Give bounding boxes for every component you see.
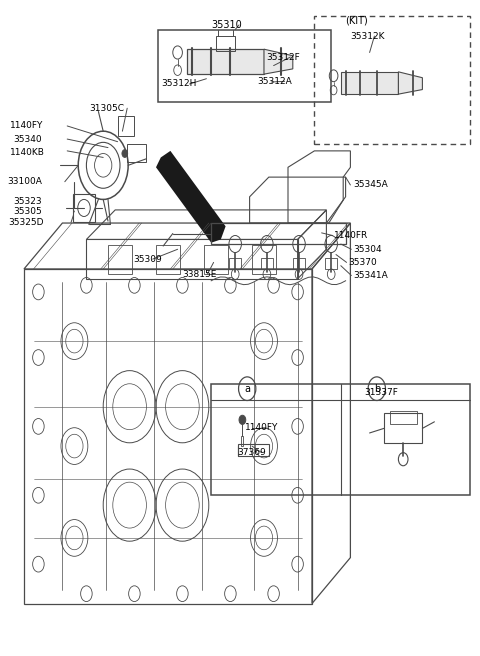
Text: 35309: 35309	[133, 255, 162, 264]
Bar	[156, 245, 180, 274]
Bar	[158, 30, 331, 102]
Bar	[293, 258, 305, 269]
Polygon shape	[264, 49, 293, 74]
Polygon shape	[398, 72, 422, 94]
Text: 1140FY: 1140FY	[245, 423, 278, 432]
Text: 35325D: 35325D	[9, 218, 44, 227]
Text: 33815E: 33815E	[182, 270, 217, 279]
Bar	[211, 223, 346, 244]
Bar	[187, 49, 264, 74]
Bar	[216, 36, 235, 51]
Text: 1140FY: 1140FY	[10, 121, 43, 131]
Text: 31337F: 31337F	[364, 388, 398, 397]
Text: a: a	[244, 384, 250, 394]
Bar	[211, 384, 470, 495]
Text: 35370: 35370	[348, 258, 377, 267]
Text: 35340: 35340	[13, 134, 42, 144]
Bar	[314, 16, 470, 144]
Text: 35312H: 35312H	[161, 79, 196, 89]
Circle shape	[239, 415, 246, 424]
Bar	[118, 116, 134, 136]
Bar	[73, 194, 95, 222]
Bar	[325, 258, 337, 269]
Text: 35323: 35323	[13, 197, 42, 206]
Text: 37369: 37369	[238, 448, 266, 457]
Text: 35304: 35304	[353, 245, 382, 254]
Text: (KIT): (KIT)	[345, 16, 367, 26]
Bar	[384, 413, 422, 443]
Text: 33100A: 33100A	[7, 177, 42, 186]
Bar	[252, 245, 276, 274]
Bar	[108, 245, 132, 274]
Bar	[238, 444, 269, 456]
Bar	[261, 258, 273, 269]
Text: 31305C: 31305C	[89, 104, 124, 113]
Bar	[204, 245, 228, 274]
Text: 35312A: 35312A	[257, 77, 291, 86]
Text: 35305: 35305	[13, 207, 42, 216]
Bar	[390, 411, 417, 424]
Text: 35312F: 35312F	[266, 52, 300, 62]
Text: 1140FR: 1140FR	[334, 231, 368, 240]
Bar	[341, 72, 398, 94]
Bar	[86, 239, 298, 279]
Bar	[24, 269, 312, 604]
Text: 35310: 35310	[211, 20, 242, 30]
Text: 1140KB: 1140KB	[10, 148, 45, 157]
Bar	[229, 258, 241, 269]
Circle shape	[122, 150, 128, 157]
Text: 35345A: 35345A	[353, 180, 387, 190]
Bar	[127, 144, 146, 162]
Text: 35341A: 35341A	[353, 271, 387, 280]
Text: 35312K: 35312K	[350, 31, 385, 41]
Text: b: b	[373, 384, 380, 394]
Polygon shape	[156, 151, 226, 243]
Bar	[241, 436, 243, 446]
